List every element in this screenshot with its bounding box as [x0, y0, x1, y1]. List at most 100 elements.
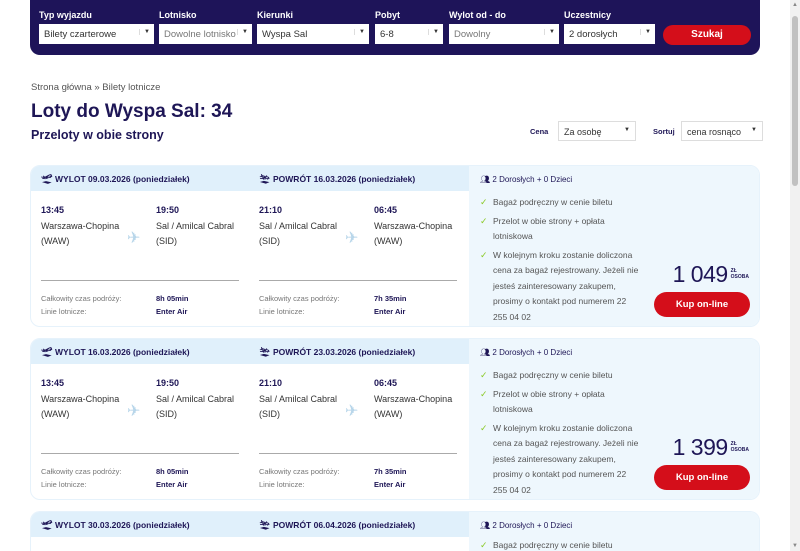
city: Warszawa-Chopina [374, 221, 453, 231]
offer-summary: 👥︎ 2 Dorosłych + 0 Dzieci Bagaż podręczn… [469, 339, 759, 499]
passenger-count: 2 Dorosłych + 0 Dzieci [492, 521, 573, 530]
scroll-down-icon[interactable]: ▼ [792, 543, 798, 549]
passengers: 👥︎ 2 Dorosłych + 0 Dzieci [480, 348, 572, 357]
buy-online-button[interactable]: Kup on-line [654, 292, 750, 317]
scrollbar[interactable]: ▲ ▼ [790, 0, 800, 551]
airline-value: Enter Air [374, 307, 406, 316]
flight-offer-card: 🛫︎ WYLOT 30.03.2026 (poniedziałek) 🛬︎ POWR… [30, 511, 760, 551]
search-bar: Typ wyjazdu Bilety czarterowe ▼ Lotnisko Do… [30, 0, 760, 55]
card-header: 🛫︎ WYLOT 30.03.2026 (poniedziałek) 🛬︎ POWR… [31, 512, 469, 537]
people-icon: 👥︎ [480, 348, 491, 357]
departure-time: 13:45 [41, 205, 65, 215]
stay-select[interactable]: 6-8 ▼ [375, 24, 443, 44]
destination-select[interactable]: Wyspa Sal ▼ [257, 24, 369, 44]
currency: ZŁ [730, 441, 737, 447]
price-unit: ZŁ OSOBA [731, 268, 749, 280]
total-time-value: 8h 05min [156, 467, 189, 476]
plane-icon: ✈ [345, 403, 359, 420]
departure-date-field[interactable]: Wylot od - do Dowolny ▼ [449, 10, 559, 44]
price-value: 1 049 [672, 261, 729, 287]
people-icon: 👥︎ [480, 521, 491, 530]
plane-icon: ✈ [127, 403, 141, 420]
airport-code: (SID) [259, 236, 280, 246]
chevron-down-icon: ▼ [544, 29, 555, 35]
passengers: 👥︎ 2 Dorosłych + 0 Dzieci [480, 175, 572, 184]
airline-value: Enter Air [156, 480, 188, 489]
total-time-label: Całkowity czas podróży: [41, 467, 122, 476]
destination-field[interactable]: Kierunki Wyspa Sal ▼ [257, 10, 369, 44]
outbound-header: 🛫︎ WYLOT 30.03.2026 (poniedziałek) [41, 520, 190, 531]
departure-airport: Warszawa-Chopina (WAW) [41, 219, 151, 249]
feature-item: Bagaż podręczny w cenie biletu [480, 195, 640, 211]
chevron-down-icon: ▼ [139, 29, 150, 35]
total-time-label: Całkowity czas podróży: [41, 294, 122, 303]
passengers: 👥︎ 2 Dorosłych + 0 Dzieci [480, 521, 572, 530]
airport-field[interactable]: Lotnisko Dowolne lotnisko ▼ [159, 10, 252, 44]
breadcrumb[interactable]: Strona główna » Bilety lotnicze [31, 82, 161, 93]
sort-select[interactable]: cena rosnąco ▼ [681, 121, 763, 141]
card-header: 🛫︎ WYLOT 09.03.2026 (poniedziałek) 🛬︎ POWR… [31, 166, 469, 191]
city: Warszawa-Chopina [41, 221, 120, 231]
departure-airport: Sal / Amilcal Cabral (SID) [259, 219, 369, 249]
return-date: POWRÓT 23.03.2026 (poniedziałek) [273, 347, 416, 357]
card-header: 🛫︎ WYLOT 16.03.2026 (poniedziałek) 🛬︎ POWR… [31, 339, 469, 364]
arrival-time: 06:45 [374, 205, 398, 215]
passenger-count: 2 Dorosłych + 0 Dzieci [492, 348, 573, 357]
offer-summary: 👥︎ 2 Dorosłych + 0 Dzieci Bagaż podręczn… [469, 166, 759, 326]
field-label: Typ wyjazdu [39, 10, 92, 20]
field-label: Kierunki [257, 10, 294, 20]
field-label: Uczestnicy [564, 10, 612, 20]
outbound-date: WYLOT 30.03.2026 (poniedziałek) [55, 520, 190, 530]
airport-select[interactable]: Dowolne lotnisko ▼ [159, 24, 252, 44]
feature-item: Bagaż podręczny w cenie biletu [480, 368, 640, 384]
select-value: 2 dorosłych [569, 29, 618, 40]
outbound-date: WYLOT 16.03.2026 (poniedziałek) [55, 347, 190, 357]
chevron-down-icon: ▼ [354, 29, 365, 35]
departure-date-select[interactable]: Dowolny ▼ [449, 24, 559, 44]
outbound-header: 🛫︎ WYLOT 16.03.2026 (poniedziałek) [41, 347, 190, 358]
plane-icon: ✈ [127, 230, 141, 247]
participants-field[interactable]: Uczestnicy 2 dorosłych ▼ [564, 10, 655, 44]
city: Warszawa-Chopina [374, 394, 453, 404]
price-filter-select[interactable]: Za osobę ▼ [558, 121, 636, 141]
departure-airport: Sal / Amilcal Cabral (SID) [259, 392, 369, 422]
scroll-up-icon[interactable]: ▲ [792, 2, 798, 8]
search-button[interactable]: Szukaj [663, 25, 751, 45]
takeoff-icon: 🛫︎ [41, 347, 53, 357]
total-time-value: 7h 35min [374, 294, 407, 303]
page-title: Loty do Wyspa Sal: 34 [31, 101, 233, 122]
takeoff-icon: 🛫︎ [41, 520, 53, 530]
participants-select[interactable]: 2 dorosłych ▼ [564, 24, 655, 44]
select-value: 6-8 [380, 29, 394, 40]
buy-online-button[interactable]: Kup on-line [654, 465, 750, 490]
total-time-label: Całkowity czas podróży: [259, 467, 340, 476]
chevron-down-icon: ▼ [751, 127, 757, 133]
city: Warszawa-Chopina [41, 394, 120, 404]
feature-list: Bagaż podręczny w cenie biletu [480, 539, 640, 551]
departure-time: 21:10 [259, 378, 283, 388]
takeoff-icon: 🛫︎ [41, 174, 53, 184]
airport-code: (SID) [156, 409, 177, 419]
airline-label: Linie lotnicze: [41, 307, 87, 316]
price-value: 1 399 [672, 434, 729, 460]
select-value: Za osobę [564, 127, 602, 137]
flight-offer-card: 🛫︎ WYLOT 16.03.2026 (poniedziałek) 🛬︎ POWR… [30, 338, 760, 500]
city: Sal / Amilcal Cabral [156, 394, 235, 404]
stay-field[interactable]: Pobyt 6-8 ▼ [375, 10, 443, 44]
field-label: Pobyt [375, 10, 401, 20]
airport-code: (WAW) [41, 236, 70, 246]
select-value: Wyspa Sal [262, 29, 308, 40]
field-label: Wylot od - do [449, 10, 506, 20]
outbound-header: 🛫︎ WYLOT 09.03.2026 (poniedziałek) [41, 174, 190, 185]
total-time-value: 8h 05min [156, 294, 189, 303]
return-date: POWRÓT 06.04.2026 (poniedziałek) [273, 520, 416, 530]
trip-type-select[interactable]: Bilety czarterowe ▼ [39, 24, 154, 44]
departure-time: 21:10 [259, 205, 283, 215]
arrival-time: 19:50 [156, 378, 180, 388]
per-person: OSOBA [730, 274, 749, 280]
scrollbar-thumb[interactable] [792, 16, 798, 186]
people-icon: 👥︎ [480, 175, 491, 184]
chevron-down-icon: ▼ [237, 29, 248, 35]
trip-type-field[interactable]: Typ wyjazdu Bilety czarterowe ▼ [39, 10, 154, 44]
feature-item: Przelot w obie strony + opłata lotniskow… [480, 214, 640, 245]
